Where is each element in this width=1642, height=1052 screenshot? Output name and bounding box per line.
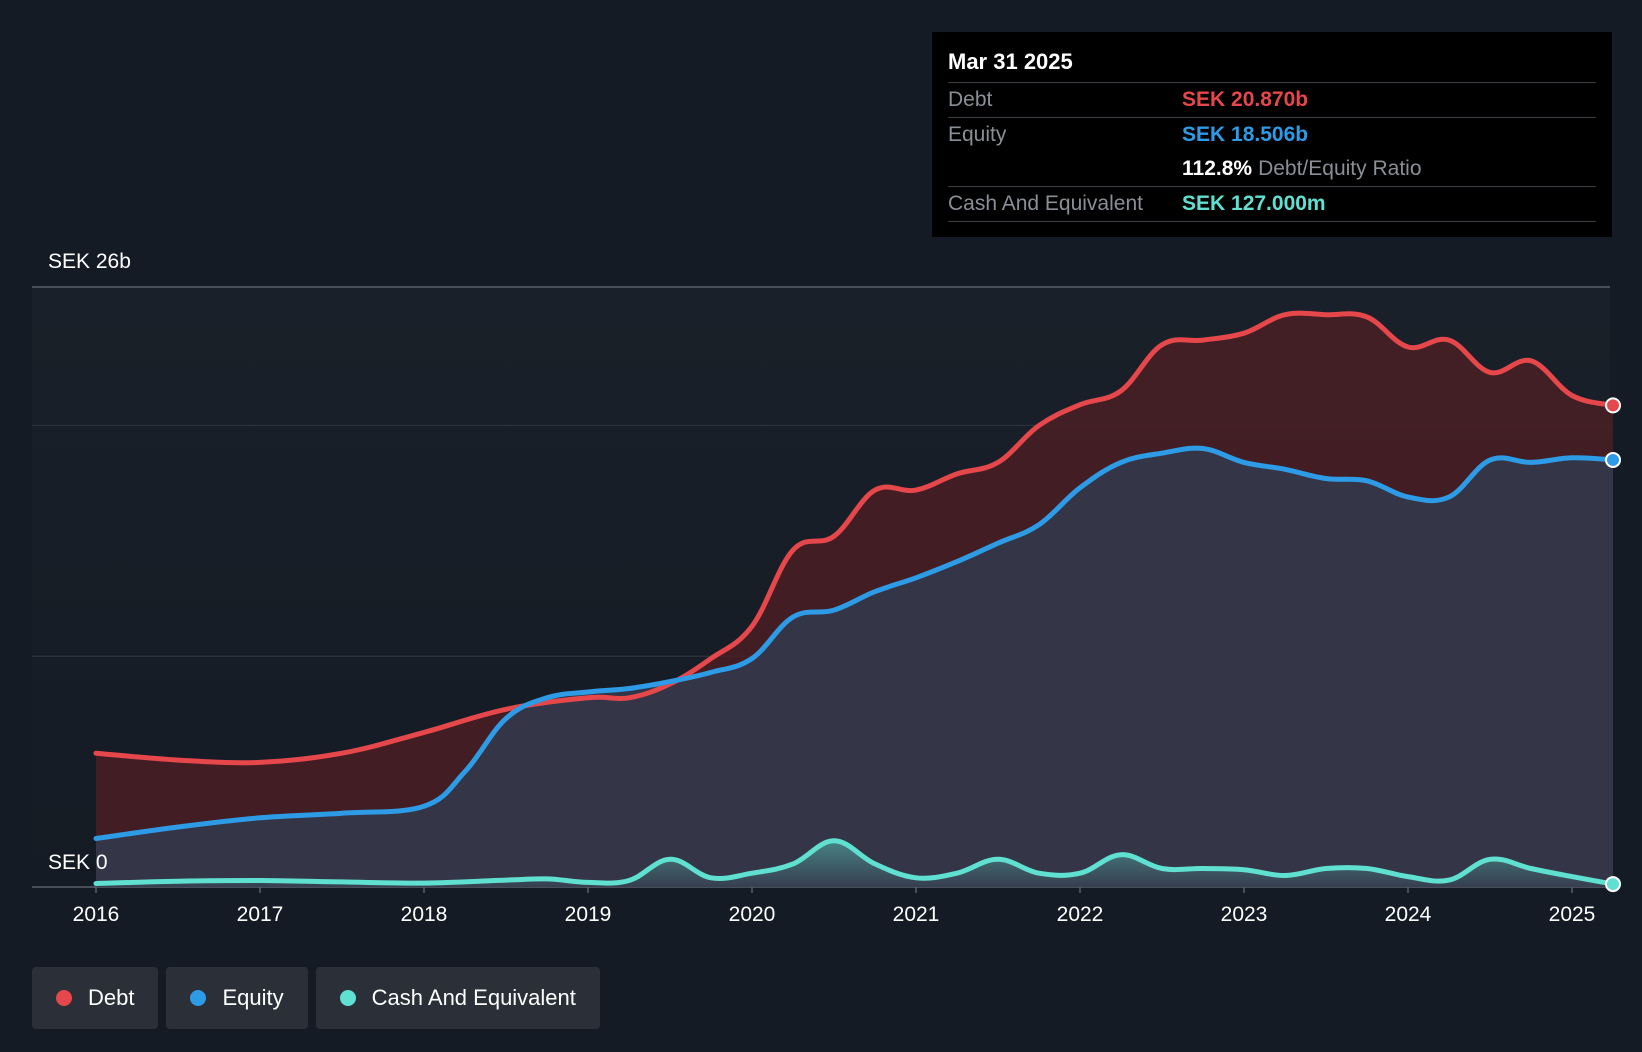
- legend: Debt Equity Cash And Equivalent: [32, 967, 600, 1029]
- tooltip-debt-value: SEK 20.870b: [1182, 88, 1309, 111]
- x-tick-label: 2024: [1385, 903, 1432, 926]
- tooltip-cash-label: Cash And Equivalent: [948, 192, 1143, 215]
- tooltip-equity-value: SEK 18.506b: [1182, 123, 1309, 146]
- debt-endpoint[interactable]: [1605, 397, 1621, 414]
- tooltip-cash-value: SEK 127.000m: [1182, 192, 1326, 215]
- tooltip-cash-row: Cash And Equivalent SEK 127.000m: [948, 187, 1596, 222]
- equity-endpoint[interactable]: [1605, 451, 1621, 468]
- debt-line: [93, 310, 1616, 766]
- legend-dot-cash: [339, 990, 356, 1006]
- series-endpoints: [1605, 397, 1621, 893]
- legend-label-debt: Debt: [88, 985, 135, 1010]
- tooltip-debt-label: Debt: [948, 88, 993, 111]
- x-tick-label: 2022: [1057, 903, 1104, 926]
- tooltip-ratio-value: 112.8%: [1182, 157, 1253, 180]
- x-tick-label: 2018: [401, 903, 448, 926]
- cash-endpoint[interactable]: [1605, 876, 1621, 893]
- tooltip-ratio-spacer: [948, 152, 1182, 186]
- tooltip-ratio-row: 112.8% Debt/Equity Ratio: [948, 152, 1596, 187]
- legend-dot-debt: [56, 990, 72, 1006]
- x-axis-ticks: 2016 2017 2018 2019 2020 2021 2022 2023 2024 2025: [73, 887, 1596, 926]
- tooltip-date: Mar 31 2025: [948, 46, 1596, 83]
- x-tick-label: 2023: [1221, 903, 1268, 926]
- series-lines: [93, 310, 1616, 887]
- tooltip-debt-row: Debt SEK 20.870b: [948, 83, 1596, 118]
- x-tick-label: 2019: [565, 903, 612, 926]
- equity-area: [96, 448, 1613, 887]
- x-tick-label: 2017: [237, 903, 284, 926]
- y-axis-bottom-label: SEK 0: [48, 851, 108, 874]
- tooltip-equity-row: Equity SEK 18.506b: [948, 118, 1596, 152]
- y-axis-top-label: SEK 26b: [48, 250, 131, 273]
- equity-line: [93, 445, 1616, 841]
- tooltip-equity-label: Equity: [948, 123, 1007, 146]
- legend-item-equity[interactable]: Equity: [166, 967, 308, 1029]
- legend-dot-equity: [190, 990, 207, 1006]
- cash-line: [93, 838, 1616, 887]
- legend-label-equity: Equity: [222, 985, 284, 1010]
- tooltip-ratio-label: Debt/Equity Ratio: [1258, 157, 1422, 180]
- legend-item-cash[interactable]: Cash And Equivalent: [315, 967, 600, 1029]
- x-tick-label: 2025: [1549, 903, 1596, 926]
- legend-label-cash: Cash And Equivalent: [371, 985, 576, 1010]
- x-tick-label: 2021: [893, 903, 940, 926]
- cash-area: [96, 840, 1613, 887]
- legend-item-debt[interactable]: Debt: [32, 967, 159, 1029]
- tooltip: Mar 31 2025 Debt SEK 20.870b Equity SEK …: [932, 32, 1612, 237]
- x-tick-label: 2016: [73, 903, 120, 926]
- x-tick-label: 2020: [729, 903, 776, 926]
